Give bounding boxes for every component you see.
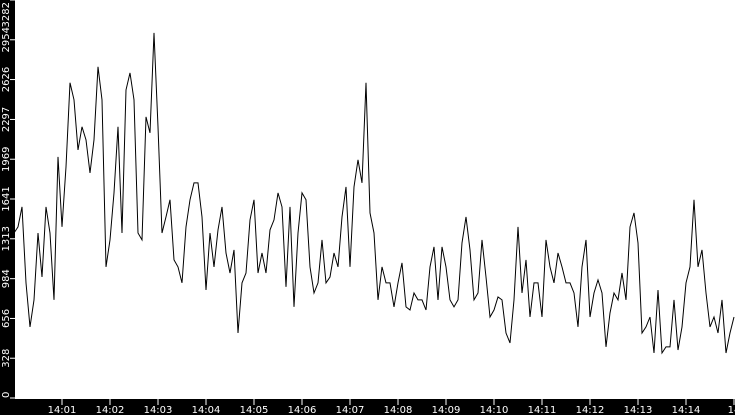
y-tick-label: 328	[1, 349, 12, 368]
y-tick-label: 2297	[1, 107, 12, 132]
x-tick-label: 14	[728, 405, 735, 415]
x-tick-label: 14:11	[528, 405, 557, 415]
y-tick-label: 1969	[1, 146, 12, 171]
x-tick-label: 14:03	[144, 405, 173, 415]
x-tick-label: 14:01	[48, 405, 77, 415]
x-tick-label: 14:13	[624, 405, 653, 415]
x-tick-label: 14:04	[192, 405, 221, 415]
y-tick-label: 1313	[1, 226, 12, 251]
y-tick-label: 984	[1, 269, 12, 288]
y-tick-label: 656	[1, 309, 12, 328]
x-tick-label: 14:12	[576, 405, 605, 415]
y-tick-label: 0	[1, 392, 12, 398]
x-tick-label: 14:05	[240, 405, 269, 415]
x-tick-label: 14:10	[480, 405, 509, 415]
y-tick-label: 2954	[1, 27, 12, 52]
x-axis: 14:01 14:02 14:03 14:04 14:05 14:06 14:07 14:08…	[48, 399, 735, 415]
x-tick-label: 14:09	[432, 405, 461, 415]
plot-area	[15, 0, 735, 399]
y-tick-label: 3282	[1, 2, 12, 27]
y-tick-label: 1641	[1, 186, 12, 211]
y-tick-label: 2626	[1, 67, 12, 92]
series	[13, 32, 735, 355]
x-tick-label: 14:02	[96, 405, 125, 415]
x-tick-label: 14:06	[288, 405, 317, 415]
x-tick-label: 14:08	[384, 405, 413, 415]
x-tick-label: 14:07	[336, 405, 365, 415]
x-tick-label: 14:14	[672, 405, 701, 415]
